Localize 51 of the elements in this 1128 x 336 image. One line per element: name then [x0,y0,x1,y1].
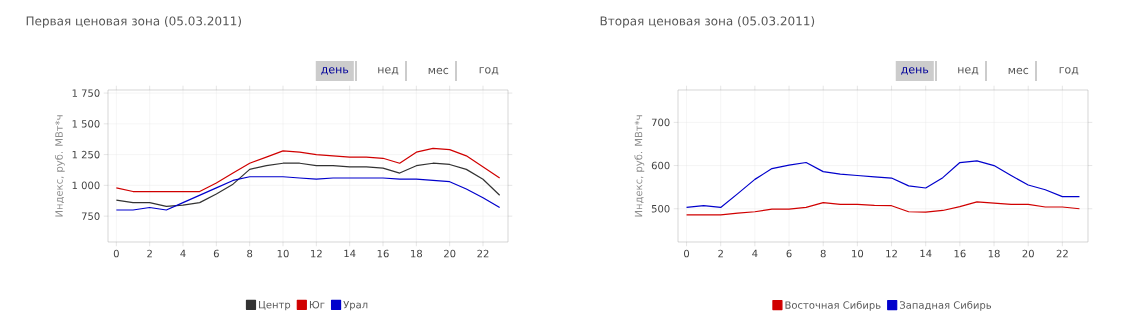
x-tick-label: 2 [147,249,152,258]
text: год [479,67,499,75]
text: год [1059,67,1079,75]
x-tick-label: 14 [920,249,932,258]
x-tick-label: 16 [377,249,389,258]
x-tick-label: 2 [718,249,723,258]
x-tick-label: 16 [954,249,966,258]
text: день [901,67,929,75]
x-tick-label: 8 [820,249,826,258]
x-tick-label: 0 [113,249,119,258]
legend-label: Урал [343,300,368,311]
y-tick-label: 600 [651,161,670,170]
legend-label: Восточная Сибирь [785,300,881,311]
x-tick-label: 0 [684,249,690,258]
y-tick-label: 1 000 [72,181,100,190]
x-tick-label: 4 [180,249,186,258]
y-tick-label: 750 [81,212,100,220]
y-axis-title: Индекс, руб. МВт*ч [54,115,65,217]
x-tick-label: 10 [277,249,289,258]
text: мес [1008,67,1029,75]
x-tick-label: 12 [886,249,897,258]
x-tick-label: 8 [247,249,253,258]
legend-label: Западная Сибирь [899,300,992,311]
text: мес [428,67,449,75]
line-series [685,160,1081,209]
x-tick-label: 22 [477,249,489,258]
x-tick-label: 20 [444,249,456,258]
x-tick-label: 12 [311,249,322,258]
x-tick-label: 6 [786,249,792,258]
x-tick-label: 10 [852,249,864,258]
y-tick-label: 1 750 [72,89,100,97]
y-tick-label: 1 500 [72,120,100,128]
x-tick-label: 20 [1022,249,1034,258]
y-axis-title: Индекс, руб. МВт*ч [634,115,645,217]
x-tick-label: 18 [411,249,423,258]
chart-title: Первая ценовая зона (05.03.2011) [26,16,241,28]
x-tick-label: 4 [752,249,758,258]
x-tick-label: 22 [1056,249,1068,258]
legend-label: Центр [259,300,291,311]
text: нед [958,67,979,75]
text: нед [378,67,399,75]
legend-label: Юг [309,300,325,309]
y-tick-label: 500 [651,204,670,213]
x-tick-label: 18 [988,249,1000,258]
text: день [321,67,349,75]
chart-title: Вторая ценовая зона (05.03.2011) [600,16,815,28]
x-tick-label: 14 [344,249,356,258]
line-series [115,162,501,207]
x-tick-label: 6 [213,249,219,258]
y-tick-label: 1 250 [72,150,100,159]
y-tick-label: 700 [651,118,670,127]
